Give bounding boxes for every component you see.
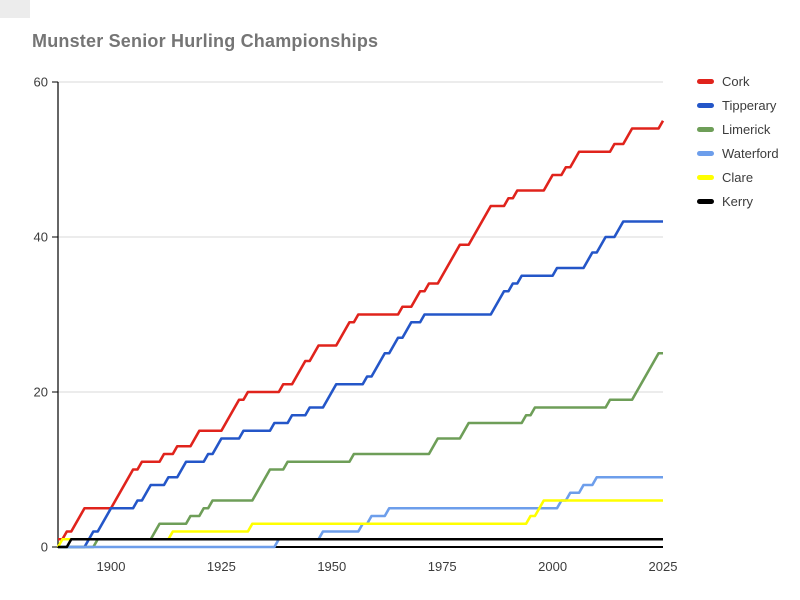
chart-title: Munster Senior Hurling Championships	[32, 31, 379, 51]
legend-item-limerick: Limerick	[697, 117, 779, 141]
legend-item-kerry: Kerry	[697, 189, 779, 213]
legend-label: Kerry	[722, 193, 754, 209]
x-axis-label: 1975	[428, 559, 457, 574]
series-line-kerry[interactable]	[58, 537, 663, 549]
legend-label: Tipperary	[722, 97, 777, 113]
y-axis-label: 20	[34, 385, 48, 400]
x-axis-label: 1950	[317, 559, 346, 574]
y-axis-label: 40	[34, 230, 48, 245]
legend-swatch-icon	[697, 78, 714, 84]
legend-label: Clare	[722, 169, 754, 185]
legend-item-waterford: Waterford	[697, 141, 779, 165]
y-axis-label: 60	[34, 75, 48, 90]
legend-label: Limerick	[722, 121, 771, 137]
series-line-cork[interactable]	[58, 120, 665, 541]
x-axis-label: 1900	[97, 559, 126, 574]
corner-artifact	[0, 0, 30, 18]
y-axis-label: 0	[41, 540, 48, 555]
legend-swatch-icon	[697, 150, 714, 156]
series-line-limerick[interactable]	[58, 351, 663, 549]
legend-item-cork: Cork	[697, 69, 779, 93]
legend-item-clare: Clare	[697, 165, 779, 189]
series-line-tipperary[interactable]	[58, 220, 663, 549]
legend-label: Waterford	[722, 145, 779, 161]
chart-legend: Cork Tipperary Limerick Waterford Clare Kerry	[697, 69, 779, 213]
legend-item-tipperary: Tipperary	[697, 93, 779, 117]
x-axis-label: 2025	[649, 559, 678, 574]
legend-swatch-icon	[697, 126, 714, 132]
legend-swatch-icon	[697, 198, 714, 204]
legend-label: Cork	[722, 73, 750, 89]
legend-swatch-icon	[697, 102, 714, 108]
legend-swatch-icon	[697, 174, 714, 180]
x-axis-label: 1925	[207, 559, 236, 574]
x-axis-label: 2000	[538, 559, 567, 574]
